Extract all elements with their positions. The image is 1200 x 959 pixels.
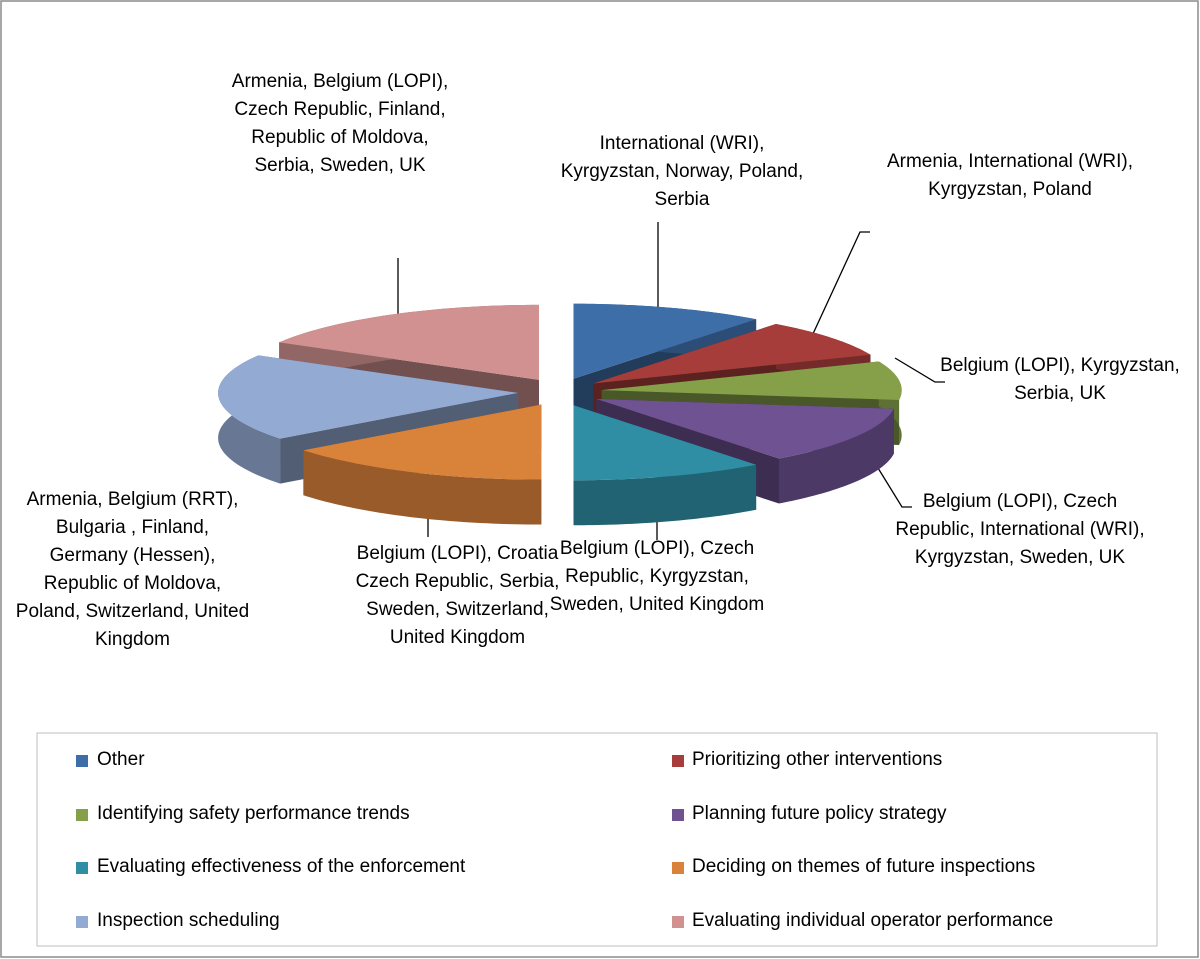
slice [593,323,871,384]
data-label: International (WRI), Kyrgyzstan, Norway,… [560,133,804,210]
legend-label: Inspection scheduling [97,910,280,932]
slice-wall [573,464,757,526]
legend-swatch [76,755,88,767]
legend-swatch [672,862,684,875]
data-label: Belgium (LOPI), Czech Republic, Kyrgyzst… [549,538,765,615]
leader-line [811,231,870,337]
slice [218,355,519,439]
slice [573,405,757,481]
data-label: Belgium (LOPI), Kyrgyzstan, Serbia, UK [940,355,1180,404]
data-label: Belgium (LOPI), Croatia Czech Republic, … [355,543,560,648]
legend-swatch [76,916,88,929]
slice [601,361,902,400]
legend-label: Evaluating individual operator performan… [692,910,1054,932]
legend-swatch [672,916,684,929]
slice [303,404,542,480]
legend-swatch [76,862,88,875]
slice-wall [303,450,542,525]
legend-label: Identifying safety performance trends [97,802,410,824]
slice-group [573,405,757,526]
legend-label: Evaluating effectiveness of the enforcem… [97,856,466,878]
slice-group [303,404,542,525]
legend-swatch [76,808,88,821]
slice [279,304,539,380]
data-label: Armenia, International (WRI), Kyrgyzstan… [886,151,1134,200]
legend-swatch [672,808,684,821]
slice [573,303,757,379]
legend-label: Deciding on themes of future inspections [692,856,1036,878]
data-label: Armenia, Belgium (LOPI), Czech Republic,… [231,71,449,176]
pie [218,303,902,526]
legend-swatch [672,755,684,767]
legend-label: Other [97,749,145,770]
data-label: Belgium (LOPI), Czech Republic, Internat… [895,491,1145,568]
legend-label: Prioritizing other interventions [692,749,943,770]
leader-line [894,357,945,383]
leader-line [869,454,912,508]
legend-box [36,732,1158,947]
slice-wall [779,408,894,504]
legend-label: Planning future policy strategy [692,802,947,824]
slice [596,399,894,459]
data-label: Armenia, Belgium (RRT), Bulgaria , Finla… [15,489,250,650]
